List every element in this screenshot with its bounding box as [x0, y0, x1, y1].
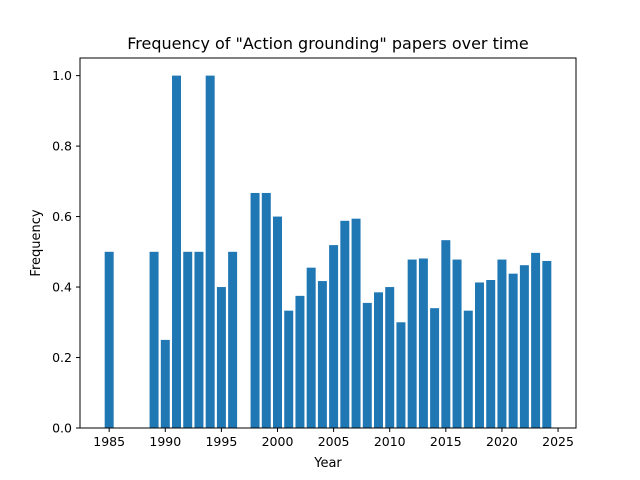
bar-1999 — [261, 192, 271, 428]
x-tick-label: 2010 — [374, 434, 406, 449]
bar-2007 — [351, 218, 361, 428]
y-tick-label: 0.8 — [52, 139, 72, 154]
bar-1985 — [104, 251, 114, 428]
bar-1998 — [250, 192, 260, 428]
bar-2021 — [508, 273, 518, 428]
bar-2014 — [430, 308, 440, 428]
y-axis-label: Frequency — [29, 209, 44, 276]
bar-2011 — [396, 322, 406, 428]
bar-1992 — [183, 251, 193, 428]
bar-2024 — [542, 260, 552, 428]
x-tick-label: 1985 — [93, 434, 125, 449]
x-axis-label: Year — [313, 456, 342, 471]
x-tick-label: 1995 — [205, 434, 237, 449]
bar-2003 — [306, 267, 316, 428]
y-tick-label: 0.4 — [52, 280, 72, 295]
bar-1995 — [216, 287, 226, 428]
bar-1991 — [172, 75, 181, 429]
y-tick-label: 0.0 — [52, 421, 72, 436]
y-tick-label: 0.2 — [52, 350, 72, 365]
bar-1996 — [228, 251, 238, 428]
bar-2023 — [531, 252, 541, 428]
x-tick-label: 1990 — [149, 434, 181, 449]
bar-2016 — [452, 259, 462, 428]
bar-2010 — [385, 287, 395, 428]
bar-2020 — [497, 259, 507, 428]
bar-1993 — [194, 251, 204, 428]
bar-2000 — [273, 216, 282, 428]
bar-1994 — [205, 75, 215, 429]
x-tick-label: 2025 — [542, 434, 574, 449]
bar-2005 — [329, 245, 339, 428]
bar-2009 — [374, 292, 383, 428]
chart-title: Frequency of "Action grounding" papers o… — [127, 34, 528, 53]
y-tick-label: 0.6 — [52, 209, 72, 224]
bar-2019 — [486, 280, 496, 428]
bar-2018 — [475, 282, 484, 428]
x-tick-label: 2015 — [430, 434, 462, 449]
x-tick-label: 2005 — [318, 434, 350, 449]
x-axis-ticks: 1985 1990 1995 2000 2005 2010 2015 2020 2025 — [93, 428, 574, 449]
bar-2004 — [317, 281, 327, 428]
bar-1990 — [160, 339, 170, 428]
bar-2013 — [418, 258, 428, 428]
x-tick-label: 2000 — [262, 434, 294, 449]
y-tick-label: 1.0 — [52, 68, 72, 83]
bar-2006 — [340, 220, 350, 428]
bar-2012 — [407, 259, 417, 428]
bar-2015 — [441, 240, 451, 428]
bar-2017 — [463, 310, 473, 428]
bars-group — [104, 75, 552, 429]
bar-1989 — [149, 251, 159, 428]
bar-2008 — [362, 302, 372, 428]
y-axis-ticks: 0.0 0.2 0.4 0.6 0.8 1.0 — [52, 68, 80, 436]
x-tick-label: 2020 — [486, 434, 518, 449]
plot-frame — [79, 57, 577, 429]
bar-2002 — [295, 295, 305, 428]
bar-2022 — [519, 265, 529, 428]
bar-2001 — [284, 310, 294, 428]
